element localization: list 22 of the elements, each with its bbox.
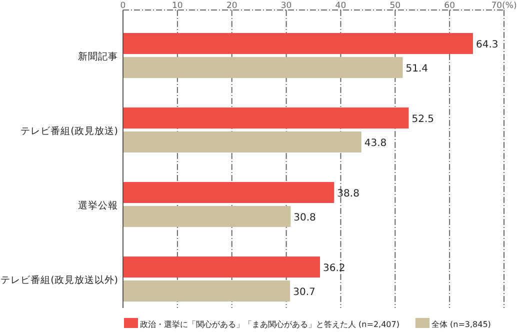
x-tick-label: 0 [120, 1, 126, 11]
data-label: 52.5 [412, 114, 434, 125]
x-tick-label: 20 [226, 1, 238, 11]
x-tick-label: 50 [390, 1, 401, 11]
data-label: 43.8 [364, 138, 387, 149]
x-tick-label: 30 [280, 1, 292, 11]
legend-label: 全体 (n=3,845) [431, 320, 491, 329]
x-tick-label: 10 [172, 1, 183, 11]
data-label: 36.2 [323, 263, 346, 274]
y-tick-label: テレビ番組(政見放送以外) [0, 274, 118, 286]
data-label: 38.8 [337, 188, 360, 200]
data-label: 64.3 [476, 40, 498, 50]
data-label: 51.4 [406, 64, 428, 74]
y-tick-label: 新聞記事 [78, 50, 118, 62]
data-label: 30.8 [294, 212, 316, 224]
x-tick-label: 60 [444, 1, 455, 11]
x-tick-label: 40 [335, 1, 346, 11]
y-tick-label: テレビ番組(政見放送) [20, 125, 118, 137]
x-tick-label: 70(%) [491, 1, 517, 11]
data-label: 30.7 [293, 287, 316, 298]
y-tick-label: 選挙公報 [78, 200, 118, 212]
legend-label: 政治・選挙に「関心がある」「まあ関心がある」と答えた人 (n=2,407) [140, 320, 400, 329]
